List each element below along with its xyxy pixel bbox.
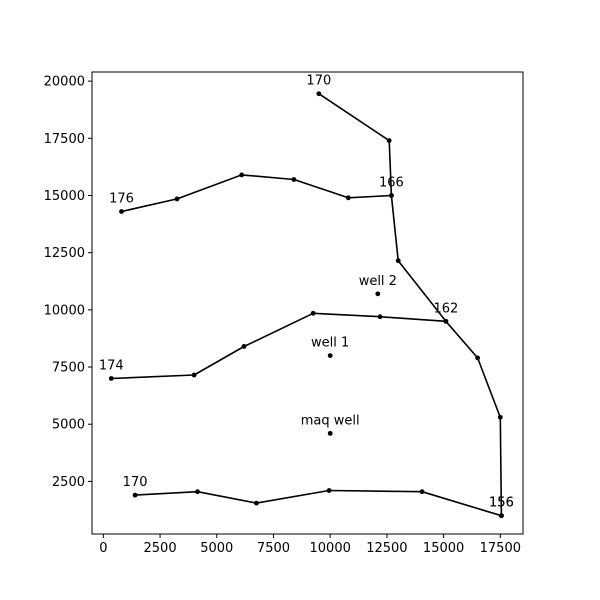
y-tick-label: 10000 xyxy=(44,303,85,318)
x-tick-label: 17500 xyxy=(480,541,521,556)
y-tick-label: 5000 xyxy=(52,418,85,433)
series-marker xyxy=(499,513,504,519)
series-marker xyxy=(377,314,383,320)
series-marker xyxy=(254,500,259,506)
series-marker xyxy=(316,91,322,97)
series-line-0 xyxy=(318,93,503,516)
series-marker xyxy=(108,376,114,381)
annotation-label: 170 xyxy=(306,74,331,89)
x-tick-label: 12500 xyxy=(366,541,407,556)
y-tick-label: 17500 xyxy=(44,132,85,147)
x-tick-label: 7500 xyxy=(257,541,290,556)
annotation-label: 174 xyxy=(99,358,124,373)
x-tick-label: 0 xyxy=(99,541,107,556)
series-marker xyxy=(195,489,200,495)
series-marker xyxy=(443,318,449,324)
plot-area-frame xyxy=(91,71,524,535)
series-marker xyxy=(475,355,481,361)
x-tick-label: 15000 xyxy=(423,541,464,556)
annotation-label: 156 xyxy=(489,496,514,511)
well-point xyxy=(327,430,333,436)
series-marker xyxy=(395,258,401,264)
annotation-label: well 1 xyxy=(311,336,349,351)
series-marker xyxy=(386,138,392,144)
annotation-label: 162 xyxy=(433,301,458,316)
series-marker xyxy=(119,209,124,214)
series-marker xyxy=(345,195,351,201)
y-tick-label: 20000 xyxy=(44,75,85,90)
series-marker xyxy=(241,344,247,349)
series-line-2 xyxy=(111,312,446,380)
y-tick-label: 2500 xyxy=(52,475,85,490)
x-tick-label: 5000 xyxy=(200,541,233,556)
series-marker xyxy=(174,196,180,202)
x-tick-label: 2500 xyxy=(144,541,177,556)
series-marker xyxy=(497,414,503,420)
series-marker xyxy=(389,193,394,198)
y-axis: 2500 5000 7500 10000 12500 15000 17500 20000 xyxy=(44,75,92,490)
series-marker xyxy=(310,310,316,316)
y-tick-label: 12500 xyxy=(44,246,85,261)
series-marker xyxy=(291,177,297,182)
well-point xyxy=(375,291,381,297)
annotation-label: 156 xyxy=(489,496,514,511)
annotation-label: well 2 xyxy=(359,274,397,289)
series-layer xyxy=(108,91,504,519)
well-point xyxy=(327,353,333,359)
y-tick-label: 15000 xyxy=(44,189,85,204)
points-layer xyxy=(327,291,381,436)
series-marker xyxy=(191,372,197,378)
x-axis: 0 2500 5000 7500 10000 12500 15000 17500 xyxy=(99,534,521,556)
annotation-label: maq well xyxy=(301,413,360,428)
series-marker xyxy=(132,492,138,498)
series-marker xyxy=(419,489,425,495)
annotation-label: 170 xyxy=(123,475,148,490)
y-tick-label: 7500 xyxy=(52,361,85,376)
series-line-1 xyxy=(121,174,392,213)
series-line-3 xyxy=(135,489,502,517)
series-marker xyxy=(326,488,332,493)
annotation-layer: 170 166 176 well 2 162 well 1 174 maq well 170 15… xyxy=(99,74,514,511)
annotation-label: 166 xyxy=(379,176,404,191)
series-marker xyxy=(239,172,245,178)
x-tick-label: 10000 xyxy=(310,541,351,556)
annotation-label: 176 xyxy=(109,192,134,207)
